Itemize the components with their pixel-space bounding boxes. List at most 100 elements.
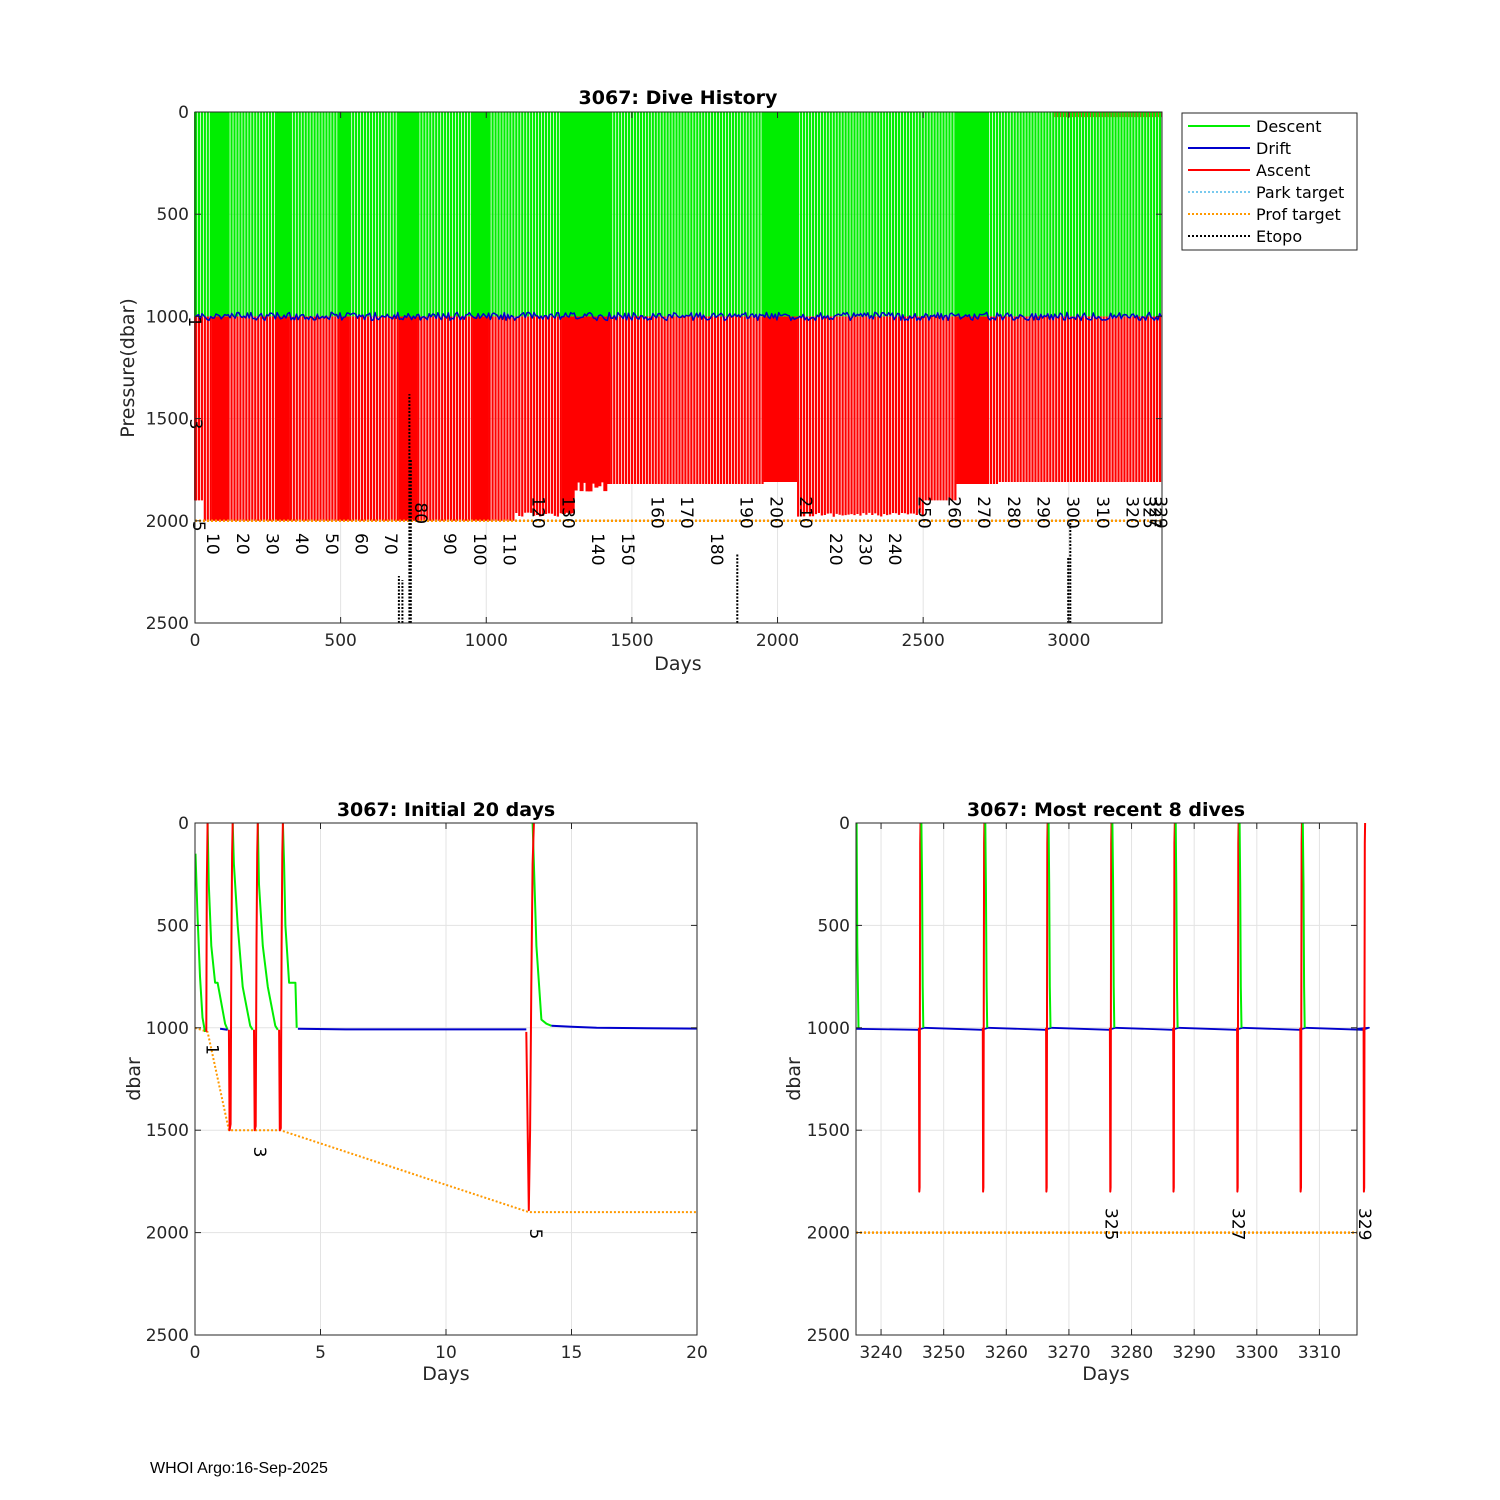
legend-drift-label: Drift — [1256, 139, 1291, 158]
descent-series — [855, 822, 860, 1028]
x-tick-label: 1000 — [465, 631, 508, 651]
cycle-label: 90 — [439, 533, 459, 555]
dive-history-xlabel: Days — [654, 653, 701, 675]
axes-box — [194, 111, 1163, 624]
plot-data: 325 327 329 — [855, 822, 1374, 1240]
ascent-layer — [194, 112, 1162, 521]
ascent-series — [278, 822, 284, 1132]
y-tick-label: 1500 — [146, 1121, 189, 1141]
x-tick-label: 3280 — [1110, 1343, 1153, 1363]
ascent-series — [227, 822, 234, 1132]
cycle-label: 325 — [1101, 1208, 1121, 1240]
cycle-label: 70 — [380, 533, 400, 555]
x-tick-label: 500 — [324, 631, 356, 651]
cycle-label: 250 — [914, 496, 934, 528]
initial-days-title: 3067: Initial 20 days — [337, 799, 555, 821]
cycle-label: 329 — [1354, 1208, 1374, 1240]
descent-series — [1174, 822, 1179, 1028]
cycle-label: 180 — [706, 533, 726, 565]
recent-dives-ylabel: dbar — [783, 1057, 805, 1101]
descent-series — [256, 822, 279, 1031]
descent-series — [194, 853, 206, 1033]
axes-frame: 0 500 1000 1500 2000 2500 3000 0 500 1000 1500 2000… — [146, 103, 1163, 651]
ascent-series — [525, 822, 535, 1212]
cycle-label: 50 — [321, 533, 341, 555]
cycle-label: 220 — [825, 533, 845, 565]
y-tick-label: 1000 — [807, 1019, 850, 1039]
y-tick-label: 0 — [178, 103, 189, 123]
cycle-label: 120 — [528, 496, 548, 528]
y-tick-label: 1500 — [807, 1121, 850, 1141]
cycle-label: 170 — [676, 496, 696, 528]
y-tick-label: 2500 — [807, 1326, 850, 1346]
cycle-label: 210 — [795, 496, 815, 528]
y-tick-label: 2000 — [146, 1224, 189, 1244]
y-tick-label: 1500 — [146, 410, 189, 430]
legend-box — [1181, 112, 1358, 251]
axes-box — [855, 822, 1358, 1336]
descent-series — [1047, 822, 1052, 1028]
descent-series — [206, 822, 229, 1031]
cycle-label: 300 — [1062, 496, 1082, 528]
descent-series — [1111, 822, 1116, 1028]
cycle-label: 10 — [202, 533, 222, 555]
x-tick-label: 3000 — [1047, 631, 1090, 651]
descent-series — [531, 822, 552, 1027]
y-tick-label: 500 — [157, 916, 189, 936]
ascent-series — [1172, 822, 1176, 1193]
x-tick-label: 3260 — [985, 1343, 1028, 1363]
y-tick-label: 500 — [157, 205, 189, 225]
plot-data: 1 3 5 — [194, 822, 698, 1240]
cycle-label: 130 — [557, 496, 577, 528]
cycle-label: 200 — [765, 496, 785, 528]
ascent-series — [1108, 822, 1113, 1193]
x-tick-label: 3250 — [922, 1343, 965, 1363]
legend: Descent Drift Ascent Park target Prof ta… — [1181, 112, 1358, 251]
descent-series — [231, 822, 254, 1031]
dive-history-ylabel: Pressure(dbar) — [117, 298, 139, 438]
cycle-label: 327 — [1228, 1208, 1248, 1240]
cycle-label: 60 — [350, 533, 370, 555]
recent-dives-panel: 3067: Most recent 8 dives Days dbar 325 3… — [783, 799, 1374, 1385]
cycle-label: 230 — [854, 533, 874, 565]
cycle-label: 110 — [499, 533, 519, 565]
cycle-label: 325 — [1138, 496, 1158, 528]
legend-ascent-label: Ascent — [1256, 161, 1310, 180]
cycle-label: 5 — [525, 1229, 545, 1240]
x-tick-label: 3240 — [859, 1343, 902, 1363]
cycle-label: 160 — [647, 496, 667, 528]
dive-history-panel: 3067: Dive History Days Pressure(dbar) 1… — [117, 87, 1170, 675]
cycle-label: 190 — [736, 496, 756, 528]
cycle-label: 1 — [184, 316, 204, 327]
ascent-surface-band — [1054, 112, 1162, 118]
cycle-label: 310 — [1092, 496, 1112, 528]
y-tick-label: 2500 — [146, 614, 189, 634]
dive-history-title: 3067: Dive History — [579, 87, 778, 109]
ascent-series — [205, 822, 209, 1032]
ascent-series — [1362, 822, 1367, 1193]
ascent-series — [1045, 822, 1049, 1193]
cycle-label: 260 — [943, 496, 963, 528]
y-tick-label: 1000 — [146, 307, 189, 327]
axes-frame: 3240 3250 3260 3270 3280 3290 3300 3310 0 500 1000… — [807, 814, 1358, 1363]
x-tick-label: 20 — [686, 1343, 708, 1363]
x-tick-label: 1500 — [610, 631, 653, 651]
x-tick-label: 5 — [315, 1343, 326, 1363]
cycle-label: 100 — [469, 533, 489, 565]
x-tick-label: 3310 — [1298, 1343, 1341, 1363]
cycle-label: 270 — [973, 496, 993, 528]
descent-series — [1238, 822, 1243, 1028]
initial-days-ylabel: dbar — [123, 1057, 145, 1101]
ascent-series — [917, 822, 922, 1193]
ascent-series — [1236, 822, 1240, 1193]
recent-dives-title: 3067: Most recent 8 dives — [967, 799, 1245, 821]
ascent-series — [253, 822, 259, 1132]
cycle-label: 80 — [410, 502, 430, 524]
legend-prof-target-label: Prof target — [1256, 205, 1341, 224]
cycle-label: 150 — [617, 533, 637, 565]
drift-series — [855, 1026, 1370, 1031]
